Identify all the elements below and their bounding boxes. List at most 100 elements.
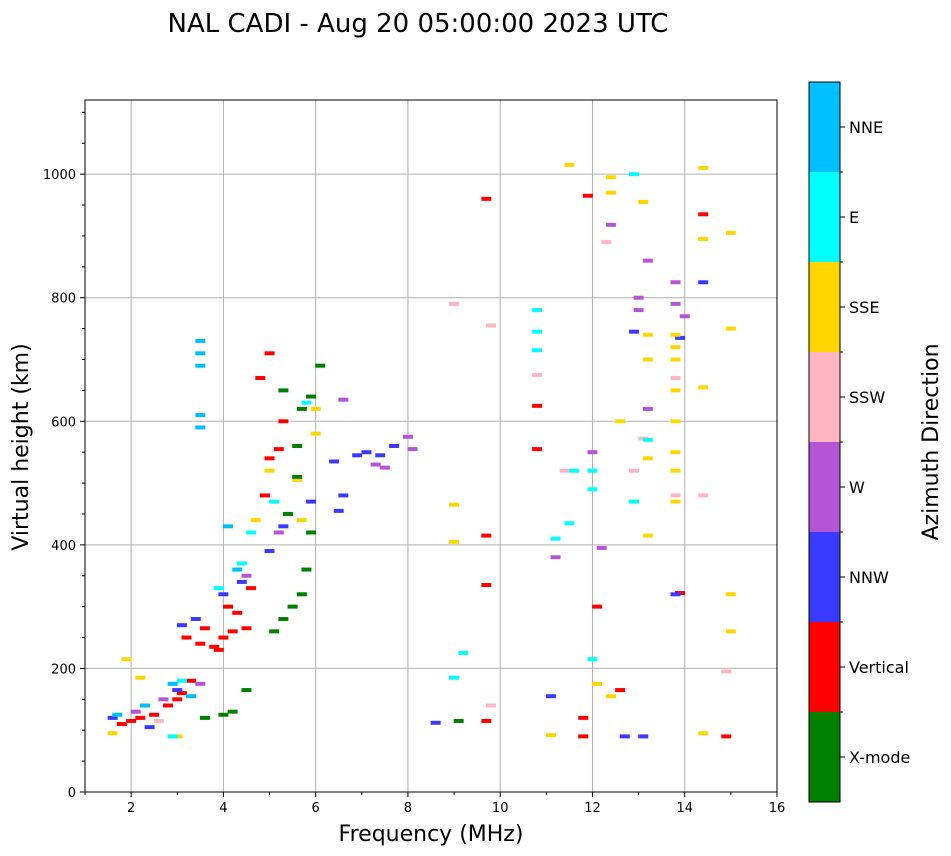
data-point [592,681,603,686]
x-tick-label: 8 [404,801,412,816]
data-point [698,212,709,217]
data-point [195,425,206,430]
plot-area: 2 4 6 8 10 12 14 16 0 200 400 600 800 1000 [43,99,786,816]
data-point [278,617,289,621]
data-point [481,583,492,588]
series-nnw [107,280,709,739]
data-point [605,694,616,699]
data-point [296,406,307,411]
data-point [199,715,210,720]
data-point [545,694,556,699]
data-point [195,641,206,646]
data-point [163,703,174,708]
colorbar-label: Azimuth Direction [919,343,944,540]
x-tick-label: 14 [676,801,693,816]
data-point [130,709,141,714]
data-point [278,524,289,529]
plot-background [85,100,777,792]
data-point [407,447,418,452]
x-tick-label: 16 [769,801,786,816]
data-point [172,697,183,702]
y-tick-label: 200 [51,662,76,677]
chart-title: NAL CADI - Aug 20 05:00:00 2023 UTC [168,9,669,39]
data-point [698,280,709,285]
data-point [582,193,593,198]
colorbar-tick-label: X-mode [849,748,910,767]
data-point [596,545,607,550]
data-point [485,323,496,328]
data-point [615,419,626,424]
data-point [167,734,178,739]
data-point [725,629,736,634]
data-point [587,657,598,662]
colorbar-tick-label: W [849,478,865,497]
colorbar-segment [809,532,840,622]
data-point [153,718,164,723]
data-point [278,419,289,424]
data-point [370,462,381,467]
data-point [670,388,681,393]
data-point [167,681,178,686]
data-point [449,502,460,507]
x-tick-label: 2 [127,801,135,816]
data-point [116,722,127,727]
y-tick-label: 1000 [43,168,76,183]
data-point [264,468,275,473]
data-point [292,477,303,482]
data-point [389,444,400,448]
data-point [241,626,252,631]
data-point [375,453,386,458]
data-point [605,222,616,227]
data-point [269,629,280,634]
data-point [564,521,575,526]
data-point [246,530,257,535]
series-sse [107,162,736,739]
colorbar-tick-label: NNE [849,118,883,137]
colorbar-segment [809,82,840,172]
data-point [670,419,681,424]
data-point [181,635,192,640]
data-point [338,493,349,498]
data-point [449,675,460,680]
data-point [264,549,275,554]
data-point [333,508,344,513]
data-point [592,604,603,609]
data-point [306,394,317,399]
data-point [633,295,644,300]
colorbar-tick-label: SSE [849,298,879,317]
data-point [264,456,275,461]
data-point [615,688,626,693]
data-point [698,731,709,736]
data-point [679,314,690,319]
x-tick-label: 12 [584,801,601,816]
data-point [402,434,413,439]
data-point [223,524,234,529]
data-point [190,617,201,621]
series-x-mode [199,363,464,723]
data-point [338,397,349,402]
y-tick-label: 0 [68,786,76,801]
x-ticks: 2 4 6 8 10 12 14 16 [84,792,786,816]
data-point [670,345,681,350]
data-point [310,431,321,436]
data-points [107,162,736,739]
data-point [670,301,681,306]
data-point [112,712,123,717]
data-point [218,712,229,717]
data-point [698,165,709,170]
data-point [638,734,649,739]
data-point [559,468,570,473]
data-point [236,561,247,566]
data-point [670,468,681,473]
data-point [430,720,441,725]
data-point [273,447,284,452]
data-point [619,734,630,739]
data-point [135,675,146,680]
data-point [282,511,293,516]
data-point [296,518,307,523]
data-point [532,329,543,334]
data-point [241,573,252,578]
x-axis-label: Frequency (MHz) [339,822,524,847]
data-point [176,623,187,628]
data-point [670,376,681,381]
